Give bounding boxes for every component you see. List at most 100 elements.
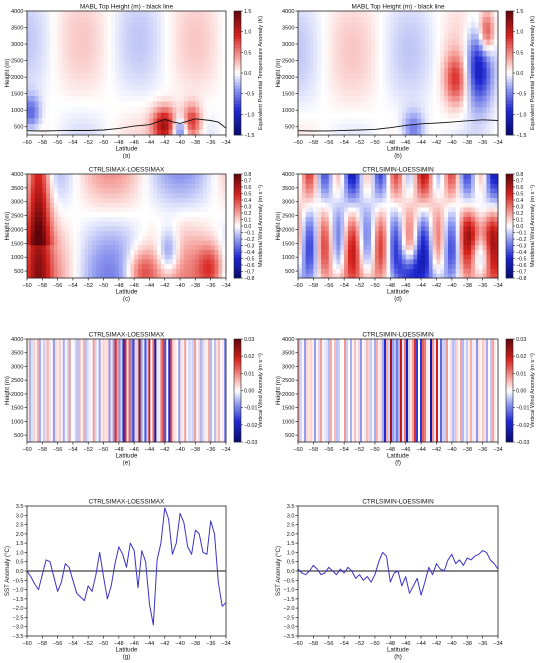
- heat-cell: [478, 39, 483, 46]
- heat-cell: [467, 188, 472, 194]
- heat-cell: [398, 202, 403, 208]
- heat-cell: [490, 16, 495, 23]
- heat-cell: [301, 188, 307, 194]
- heat-cell: [180, 263, 185, 269]
- heat-cell: [309, 27, 314, 34]
- heat-cell: [218, 11, 223, 17]
- heat-cell: [474, 202, 480, 208]
- heat-cell: [80, 11, 85, 17]
- heat-cell: [328, 216, 333, 222]
- heat-cell: [149, 106, 154, 113]
- heat-cell: [134, 197, 139, 203]
- heat-cell: [309, 118, 314, 125]
- heat-cell: [478, 183, 483, 189]
- heat-cell: [301, 16, 307, 23]
- heat-cell: [38, 202, 43, 208]
- heat-cell: [130, 78, 135, 85]
- heat-cell: [298, 129, 303, 136]
- heat-cell: [203, 50, 208, 57]
- heat-cell: [191, 230, 196, 236]
- heat-cell: [80, 216, 85, 222]
- heat-cell: [176, 263, 181, 269]
- heat-cell: [382, 230, 387, 236]
- heat-cell: [46, 11, 51, 17]
- heat-cell: [53, 73, 58, 79]
- colorbar-swatch: [506, 189, 513, 193]
- heat-cell: [118, 67, 124, 74]
- heat-cell: [490, 39, 495, 46]
- heat-cell: [180, 211, 185, 217]
- heat-cell: [455, 50, 460, 57]
- heat-cell: [176, 207, 181, 213]
- heat-cell: [378, 249, 383, 255]
- heat-cell: [451, 259, 457, 265]
- heat-cell: [122, 259, 127, 265]
- heat-cell: [214, 240, 219, 246]
- heat-cell: [494, 11, 499, 17]
- heat-cell: [137, 73, 143, 79]
- heat-cell: [46, 192, 51, 198]
- heat-cell: [424, 33, 430, 40]
- heat-cell: [111, 263, 116, 269]
- heat-cell: [367, 129, 372, 136]
- heat-cell: [203, 263, 208, 269]
- heat-cell: [313, 254, 318, 260]
- heat-cell: [88, 211, 93, 217]
- heat-cell: [328, 61, 333, 68]
- heat-cell: [111, 249, 116, 255]
- heat-cell: [53, 211, 58, 217]
- heat-cell: [336, 27, 341, 34]
- heat-cell: [53, 118, 58, 125]
- heat-cell: [386, 254, 391, 260]
- heat-cell: [157, 22, 162, 29]
- heat-cell: [382, 16, 387, 23]
- heat-cell: [27, 268, 32, 274]
- heat-cell: [46, 101, 51, 108]
- heat-cell: [390, 273, 395, 279]
- heat-cell: [321, 216, 326, 222]
- heat-cell: [34, 61, 39, 68]
- heat-cell: [398, 16, 403, 23]
- heat-cell: [111, 33, 116, 40]
- heat-cell: [421, 230, 426, 236]
- heat-cell: [92, 78, 97, 85]
- heat-cell: [84, 78, 89, 85]
- heat-cell: [386, 188, 391, 194]
- heat-cell: [141, 112, 146, 119]
- heat-cell: [92, 73, 97, 79]
- heat-cell: [65, 254, 70, 260]
- heat-cell: [444, 226, 449, 232]
- heat-cell: [27, 240, 32, 246]
- heat-cell: [126, 273, 131, 279]
- heat-cell: [153, 188, 158, 194]
- heat-cell: [206, 129, 212, 136]
- heat-cell: [180, 16, 185, 23]
- heat-cell: [80, 188, 85, 194]
- heat-cell: [359, 211, 364, 217]
- heat-cell: [340, 183, 345, 189]
- heat-cell: [183, 188, 189, 194]
- heat-cell: [134, 263, 139, 269]
- heat-cell: [401, 211, 407, 217]
- heat-cell: [46, 259, 51, 265]
- heat-cell: [141, 44, 146, 51]
- heat-cell: [145, 39, 150, 46]
- heat-cell: [69, 197, 74, 203]
- heat-cell: [153, 211, 158, 217]
- heat-cell: [494, 95, 499, 102]
- heat-cell: [53, 240, 58, 246]
- heat-cell: [328, 249, 333, 255]
- heat-cell: [61, 101, 66, 108]
- heat-cell: [421, 197, 426, 203]
- heat-cell: [210, 61, 215, 68]
- heat-cell: [398, 263, 403, 269]
- heat-cell: [417, 273, 422, 279]
- heat-cell: [482, 263, 487, 269]
- heat-cell: [99, 183, 104, 189]
- heat-cell: [317, 67, 322, 74]
- heat-cell: [99, 263, 104, 269]
- heat-cell: [72, 178, 78, 184]
- heat-cell: [371, 235, 376, 241]
- heat-cell: [313, 84, 318, 91]
- heat-cell: [72, 174, 78, 180]
